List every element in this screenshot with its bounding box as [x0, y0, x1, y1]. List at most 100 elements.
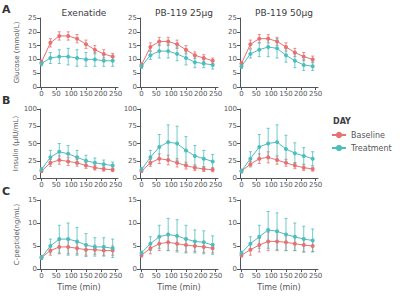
svg-text:50: 50	[152, 272, 161, 280]
svg-text:10: 10	[128, 55, 137, 63]
svg-text:PB-119 50μg: PB-119 50μg	[255, 8, 313, 18]
svg-text:250: 250	[209, 90, 222, 98]
svg-text:10: 10	[28, 219, 37, 227]
svg-text:100: 100	[264, 90, 277, 98]
svg-text:150: 150	[179, 272, 192, 280]
svg-text:150: 150	[79, 272, 92, 280]
svg-text:10: 10	[228, 219, 237, 227]
svg-text:0: 0	[233, 265, 237, 273]
svg-text:10: 10	[228, 55, 237, 63]
svg-text:C: C	[2, 185, 10, 198]
svg-text:150: 150	[79, 181, 92, 189]
svg-text:20: 20	[128, 28, 137, 36]
svg-text:Baseline: Baseline	[351, 131, 385, 140]
svg-text:250: 250	[109, 90, 122, 98]
svg-text:Time (min): Time (min)	[156, 283, 200, 292]
svg-text:75: 75	[128, 122, 137, 130]
svg-text:150: 150	[179, 181, 192, 189]
svg-text:Treatment: Treatment	[350, 144, 392, 153]
svg-text:0: 0	[39, 181, 43, 189]
svg-text:0: 0	[133, 265, 137, 273]
svg-text:0: 0	[239, 181, 243, 189]
svg-text:100: 100	[24, 105, 37, 113]
svg-text:25: 25	[128, 157, 137, 165]
svg-text:Time (min): Time (min)	[256, 283, 300, 292]
svg-text:200: 200	[194, 272, 207, 280]
svg-text:0: 0	[33, 83, 37, 91]
svg-text:0: 0	[33, 265, 37, 273]
svg-text:20: 20	[28, 28, 37, 36]
svg-text:5: 5	[233, 69, 237, 77]
svg-text:0: 0	[233, 83, 237, 91]
svg-text:250: 250	[209, 272, 222, 280]
svg-text:Glucose (mmol/L): Glucose (mmol/L)	[13, 21, 21, 83]
svg-text:15: 15	[28, 42, 37, 50]
svg-text:200: 200	[194, 90, 207, 98]
svg-text:10: 10	[128, 219, 137, 227]
svg-text:75: 75	[28, 122, 37, 130]
svg-text:200: 200	[294, 90, 307, 98]
svg-text:0: 0	[139, 181, 143, 189]
svg-text:150: 150	[279, 181, 292, 189]
svg-text:150: 150	[179, 90, 192, 98]
svg-text:150: 150	[279, 90, 292, 98]
svg-text:50: 50	[28, 140, 37, 148]
svg-text:25: 25	[228, 157, 237, 165]
svg-text:100: 100	[64, 272, 77, 280]
svg-text:5: 5	[133, 242, 137, 250]
svg-text:200: 200	[94, 90, 107, 98]
svg-text:Time (min): Time (min)	[56, 283, 100, 292]
svg-text:50: 50	[52, 272, 61, 280]
svg-text:100: 100	[164, 181, 177, 189]
svg-text:15: 15	[228, 42, 237, 50]
svg-text:50: 50	[128, 140, 137, 148]
svg-text:25: 25	[28, 157, 37, 165]
svg-text:200: 200	[294, 272, 307, 280]
svg-text:100: 100	[264, 181, 277, 189]
svg-text:100: 100	[264, 272, 277, 280]
svg-text:0: 0	[39, 90, 43, 98]
svg-text:250: 250	[109, 181, 122, 189]
svg-text:10: 10	[28, 55, 37, 63]
svg-text:5: 5	[133, 69, 137, 77]
svg-text:20: 20	[228, 28, 237, 36]
svg-text:200: 200	[94, 272, 107, 280]
svg-text:25: 25	[128, 14, 137, 22]
svg-text:0: 0	[39, 272, 43, 280]
svg-text:250: 250	[109, 272, 122, 280]
svg-text:50: 50	[252, 181, 261, 189]
svg-text:0: 0	[239, 272, 243, 280]
svg-text:0: 0	[133, 83, 137, 91]
svg-text:50: 50	[228, 140, 237, 148]
svg-text:PB-119 25μg: PB-119 25μg	[155, 8, 213, 18]
svg-text:5: 5	[33, 69, 37, 77]
svg-text:50: 50	[252, 90, 261, 98]
svg-text:250: 250	[309, 181, 322, 189]
svg-text:Insulin (μIU/mL): Insulin (μIU/mL)	[12, 116, 20, 172]
svg-text:5: 5	[233, 242, 237, 250]
svg-text:50: 50	[52, 181, 61, 189]
svg-text:15: 15	[228, 196, 237, 204]
svg-text:C-peptide(ng/mL): C-peptide(ng/mL)	[13, 204, 21, 266]
svg-text:100: 100	[224, 105, 237, 113]
svg-text:0: 0	[133, 174, 137, 182]
svg-text:50: 50	[52, 90, 61, 98]
svg-text:50: 50	[152, 90, 161, 98]
svg-text:250: 250	[309, 90, 322, 98]
svg-text:15: 15	[128, 196, 137, 204]
svg-text:250: 250	[309, 272, 322, 280]
svg-text:250: 250	[209, 181, 222, 189]
svg-text:25: 25	[28, 14, 37, 22]
svg-text:A: A	[2, 3, 11, 16]
svg-text:25: 25	[228, 14, 237, 22]
svg-text:DAY: DAY	[333, 117, 351, 126]
svg-text:0: 0	[33, 174, 37, 182]
svg-text:100: 100	[124, 105, 137, 113]
svg-text:15: 15	[28, 196, 37, 204]
svg-text:50: 50	[252, 272, 261, 280]
svg-text:200: 200	[294, 181, 307, 189]
svg-text:0: 0	[139, 90, 143, 98]
svg-text:0: 0	[139, 272, 143, 280]
svg-text:100: 100	[164, 272, 177, 280]
svg-text:150: 150	[279, 272, 292, 280]
